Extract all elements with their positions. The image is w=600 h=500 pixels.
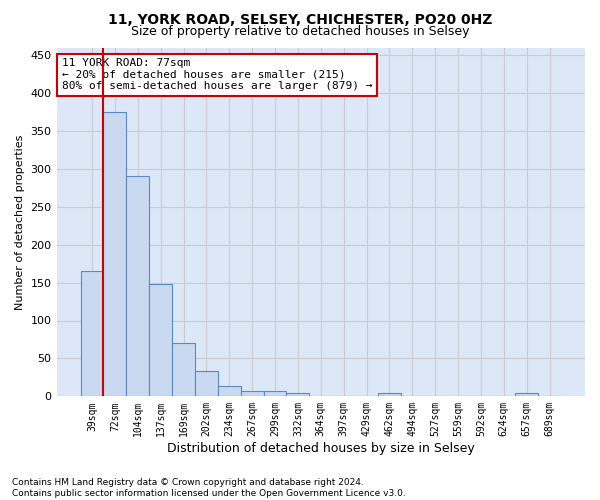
Bar xyxy=(172,343,195,396)
Bar xyxy=(195,372,218,396)
Bar xyxy=(80,271,103,396)
Bar xyxy=(286,392,310,396)
Bar xyxy=(515,394,538,396)
Bar xyxy=(149,284,172,397)
Bar xyxy=(127,176,149,396)
Text: Size of property relative to detached houses in Selsey: Size of property relative to detached ho… xyxy=(131,25,469,38)
Bar xyxy=(218,386,241,396)
X-axis label: Distribution of detached houses by size in Selsey: Distribution of detached houses by size … xyxy=(167,442,475,455)
Text: 11, YORK ROAD, SELSEY, CHICHESTER, PO20 0HZ: 11, YORK ROAD, SELSEY, CHICHESTER, PO20 … xyxy=(108,12,492,26)
Bar xyxy=(378,394,401,396)
Bar xyxy=(103,112,127,397)
Y-axis label: Number of detached properties: Number of detached properties xyxy=(15,134,25,310)
Bar xyxy=(263,391,286,396)
Bar xyxy=(241,391,263,396)
Text: 11 YORK ROAD: 77sqm
← 20% of detached houses are smaller (215)
80% of semi-detac: 11 YORK ROAD: 77sqm ← 20% of detached ho… xyxy=(62,58,373,91)
Text: Contains HM Land Registry data © Crown copyright and database right 2024.
Contai: Contains HM Land Registry data © Crown c… xyxy=(12,478,406,498)
